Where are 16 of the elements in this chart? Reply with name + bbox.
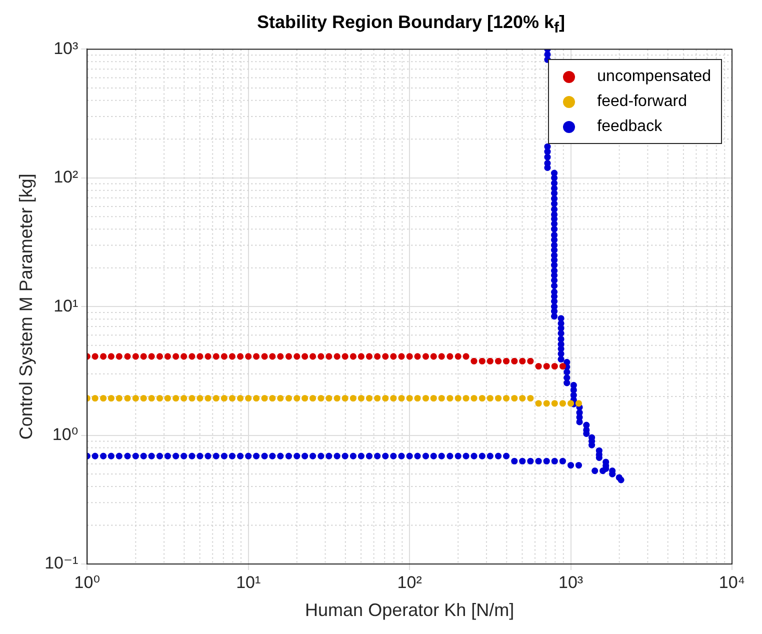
x-tick-label: 10⁴ [718, 572, 746, 592]
chart-title: Stability Region Boundary [120% k$_{f}$] [256, 11, 566, 37]
y-tick-label: 10³ [54, 38, 78, 58]
legend-label: feed-forward [597, 92, 687, 111]
x-tick-label: 10¹ [236, 572, 261, 592]
x-tick-label: 10³ [558, 572, 584, 592]
y-tick-label: 10⁻¹ [44, 554, 78, 573]
y-tick-label: 10¹ [54, 296, 78, 316]
x-tick-label: 10⁰ [74, 572, 100, 592]
legend-label: feedback [597, 118, 662, 136]
x-tick-label: 10² [397, 572, 422, 592]
legend-label: uncompensated [597, 68, 711, 86]
x-axis-title: Human Operator Kh [N/m] [305, 600, 514, 620]
y-axis-title: Control System M Parameter [kg] [16, 174, 36, 440]
y-tick-label: 10⁰ [52, 424, 78, 444]
y-tick-label: 10² [54, 168, 78, 187]
